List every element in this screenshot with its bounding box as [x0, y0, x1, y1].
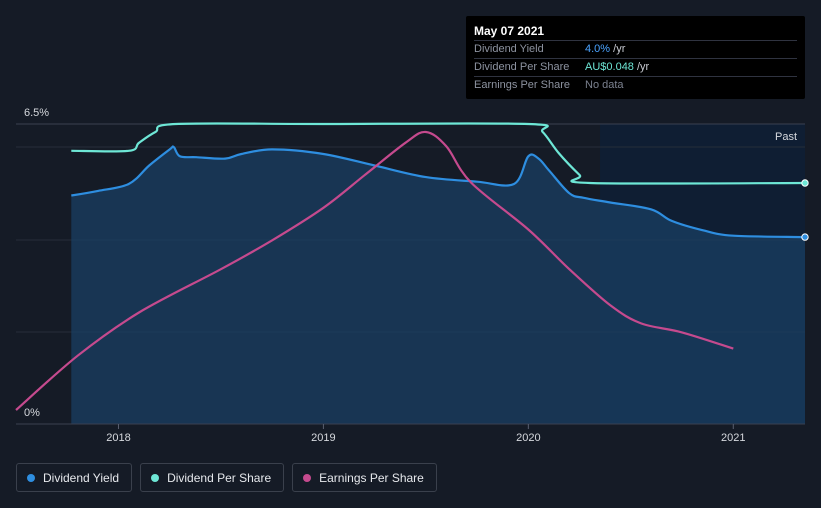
tooltip-row-earnings-per-share: Earnings Per Share No data: [474, 77, 797, 94]
legend-item-earnings-per-share[interactable]: Earnings Per Share: [292, 463, 437, 492]
tooltip-label: Dividend Yield: [474, 43, 544, 55]
tooltip-date: May 07 2021: [474, 22, 797, 41]
legend-dot-icon: [303, 473, 312, 482]
past-label: Past: [775, 131, 797, 143]
dividend-per-share-end-marker: [801, 179, 809, 187]
x-tick-label: 2018: [106, 432, 130, 444]
tooltip: May 07 2021 Dividend Yield 4.0% /yr Divi…: [466, 16, 805, 99]
y-tick-label-bottom: 0%: [24, 407, 40, 419]
legend-label: Earnings Per Share: [319, 470, 424, 485]
x-tick-label: 2019: [311, 432, 335, 444]
legend-item-dividend-per-share[interactable]: Dividend Per Share: [140, 463, 285, 492]
dividend-yield-area: [71, 146, 806, 424]
x-tick-label: 2021: [721, 432, 745, 444]
x-tick-label: 2020: [516, 432, 540, 444]
tooltip-label: Earnings Per Share: [474, 79, 570, 91]
dividend-yield-line: [71, 145, 806, 239]
legend-label: Dividend Yield: [43, 470, 120, 485]
tooltip-unit: /yr: [633, 61, 650, 73]
dividend-yield-end-marker: [801, 233, 809, 241]
tooltip-unit: /yr: [610, 43, 626, 55]
legend-item-dividend-yield[interactable]: Dividend Yield: [16, 463, 133, 492]
tooltip-row-dividend-yield: Dividend Yield 4.0% /yr: [474, 41, 797, 59]
dividend-per-share-line: [71, 122, 806, 185]
legend-label: Dividend Per Share: [167, 470, 272, 485]
y-tick-label-top: 6.5%: [24, 107, 49, 119]
tooltip-value: 4.0%: [585, 43, 611, 55]
legend: Dividend Yield Dividend Per Share Earnin…: [16, 463, 437, 492]
legend-dot-icon: [27, 473, 35, 482]
legend-dot-icon: [151, 473, 160, 482]
tooltip-row-dividend-per-share: Dividend Per Share AU$0.048 /yr: [474, 59, 797, 77]
tooltip-label: Dividend Per Share: [474, 61, 570, 73]
tooltip-value: No data: [585, 79, 624, 91]
earnings-per-share-line: [15, 130, 734, 411]
x-axis-ticks: 2018 2019 2020 2021: [106, 424, 746, 444]
tooltip-value: AU$0.048: [585, 61, 634, 73]
